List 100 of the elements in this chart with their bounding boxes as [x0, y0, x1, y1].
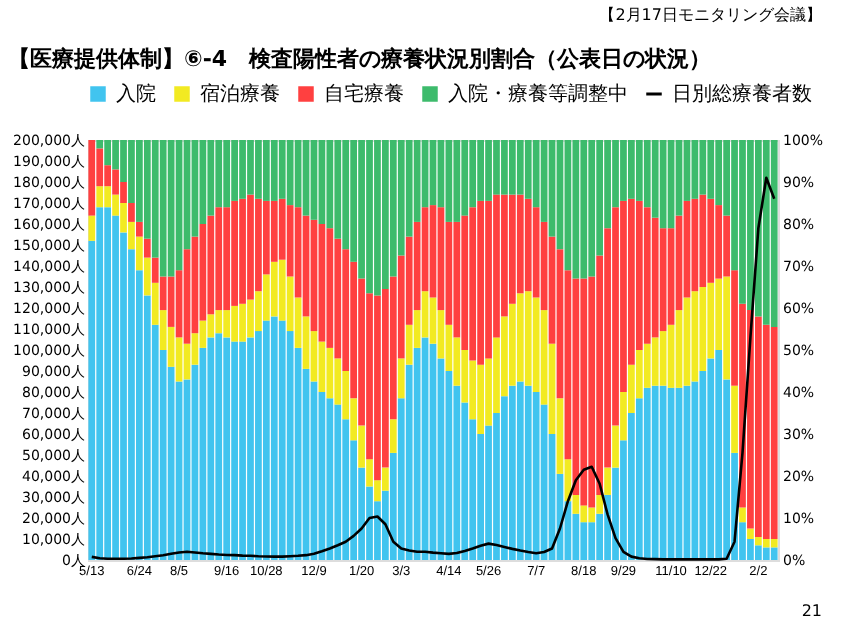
- bar: [239, 341, 246, 560]
- bar: [247, 337, 254, 560]
- bar: [715, 205, 723, 279]
- bar: [215, 207, 223, 311]
- bar: [715, 350, 723, 560]
- bar: [643, 387, 651, 560]
- bar: [255, 140, 262, 199]
- bar: [707, 358, 715, 560]
- bar: [239, 140, 246, 199]
- bar: [588, 140, 596, 277]
- legend-label: 入院・療養等調整中: [448, 82, 628, 106]
- bar: [112, 215, 119, 560]
- bar: [223, 310, 231, 338]
- text: 21: [801, 602, 822, 620]
- bar: [477, 364, 484, 434]
- bar: [754, 536, 762, 546]
- bar: [477, 140, 484, 201]
- bar: [659, 385, 667, 560]
- bar: [326, 347, 334, 399]
- bar: [754, 316, 762, 537]
- bar: [501, 140, 508, 195]
- bar: [278, 320, 286, 560]
- bar: [524, 140, 532, 199]
- bar: [286, 140, 294, 206]
- bar: [231, 341, 238, 560]
- bar: [247, 299, 254, 338]
- bar: [143, 238, 151, 258]
- legend-label: 宿泊療養: [200, 82, 280, 106]
- bar: [278, 140, 286, 199]
- bar: [532, 392, 540, 560]
- bar: [604, 467, 611, 495]
- bar: [215, 333, 223, 560]
- bar: [389, 419, 397, 453]
- bar: [691, 291, 699, 382]
- bar: [231, 305, 238, 342]
- bar: [635, 140, 643, 201]
- bar: [104, 186, 112, 208]
- bar: [572, 140, 580, 279]
- bar: [659, 331, 667, 386]
- bar: [270, 316, 278, 560]
- bar: [596, 494, 604, 514]
- bar: [508, 385, 516, 560]
- bar: [651, 385, 659, 560]
- bar: [508, 140, 516, 195]
- bar: [223, 207, 231, 311]
- bar: [659, 140, 667, 229]
- bar: [239, 198, 246, 304]
- bar: [762, 547, 770, 560]
- bar: [247, 194, 254, 300]
- bar: [723, 276, 730, 380]
- bar: [223, 337, 231, 560]
- bar: [770, 539, 778, 548]
- bar: [262, 320, 270, 560]
- bar: [104, 207, 112, 560]
- bar: [247, 140, 254, 195]
- bar: [207, 337, 215, 560]
- bar: [628, 140, 635, 199]
- bar: [707, 140, 715, 199]
- bar: [588, 522, 596, 560]
- bar: [207, 215, 215, 315]
- bar: [96, 186, 104, 208]
- bar: [374, 140, 381, 296]
- bar: [747, 140, 754, 311]
- chart-title: 【医療提供体制】⑥-4 検査陽性者の療養状況別割合（公表日の状況）: [8, 46, 712, 72]
- bar: [762, 324, 770, 539]
- bar: [382, 140, 389, 290]
- bar: [524, 198, 532, 292]
- bar: [739, 507, 746, 523]
- bar: [112, 169, 119, 195]
- bar: [374, 295, 381, 481]
- bar: [461, 140, 469, 216]
- legend-label: 入院: [116, 82, 156, 106]
- text: 【2月17日モニタリング会議】: [599, 6, 822, 24]
- bar: [96, 207, 104, 560]
- bar: [731, 385, 738, 453]
- bar: [580, 522, 588, 560]
- bar: [516, 381, 524, 560]
- bar: [770, 547, 778, 560]
- bar: [215, 140, 223, 208]
- legend-label: 日別総療養者数: [672, 82, 812, 106]
- bar: [255, 198, 262, 292]
- bar: [762, 140, 770, 325]
- bar: [643, 207, 651, 344]
- bar: [524, 385, 532, 560]
- bar: [262, 140, 270, 201]
- bar: [477, 200, 484, 365]
- bar: [747, 528, 754, 539]
- bar: [516, 293, 524, 382]
- bar: [699, 140, 707, 195]
- bar: [215, 310, 223, 334]
- bar: [699, 194, 707, 287]
- bar: [453, 140, 461, 222]
- bar: [88, 140, 96, 216]
- bar: [739, 140, 746, 304]
- bar: [770, 326, 778, 539]
- bar: [754, 545, 762, 560]
- bar: [485, 140, 492, 201]
- bar: [231, 200, 238, 306]
- bar: [580, 278, 588, 506]
- line-series: [90, 176, 776, 561]
